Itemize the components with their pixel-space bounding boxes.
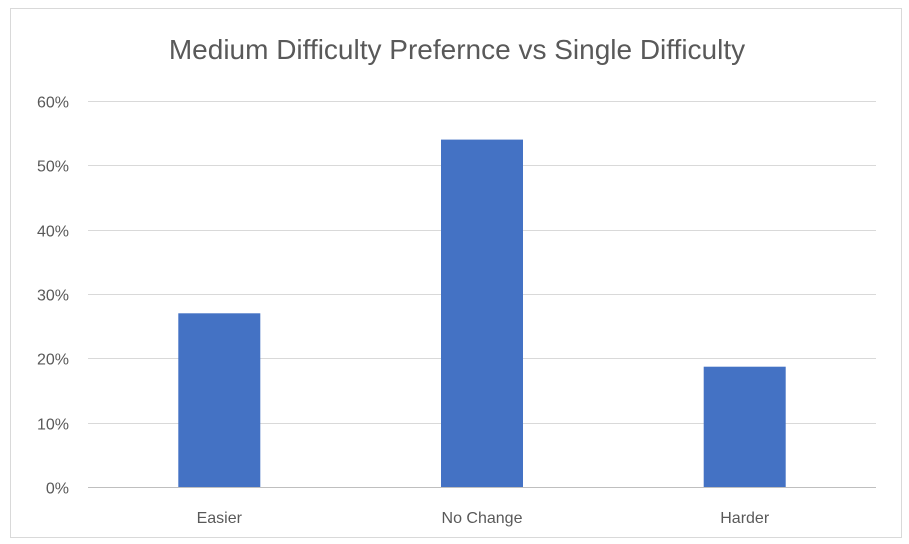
- y-tick-label: 0%: [46, 481, 69, 498]
- x-axis-tick-labels: Easier No Change Harder: [197, 510, 770, 527]
- bar-chart: Medium Difficulty Prefernce vs Single Di…: [37, 34, 876, 527]
- bar-easier: [178, 313, 261, 487]
- y-tick-label: 30%: [37, 288, 69, 305]
- y-tick-label: 50%: [37, 159, 69, 176]
- y-tick-label: 40%: [37, 224, 69, 241]
- x-tick-label: No Change: [442, 510, 523, 527]
- y-tick-label: 10%: [37, 417, 69, 434]
- y-axis-tick-labels: 0% 10% 20% 30% 40% 50% 60%: [37, 95, 69, 498]
- bars: [178, 139, 786, 487]
- bar-harder: [703, 366, 786, 487]
- x-tick-label: Harder: [720, 510, 770, 527]
- y-tick-label: 60%: [37, 95, 69, 112]
- bar-no-change: [441, 139, 523, 487]
- y-tick-label: 20%: [37, 352, 69, 369]
- chart-title: Medium Difficulty Prefernce vs Single Di…: [169, 34, 745, 65]
- chart-frame: Medium Difficulty Prefernce vs Single Di…: [10, 8, 902, 538]
- x-tick-label: Easier: [197, 510, 243, 527]
